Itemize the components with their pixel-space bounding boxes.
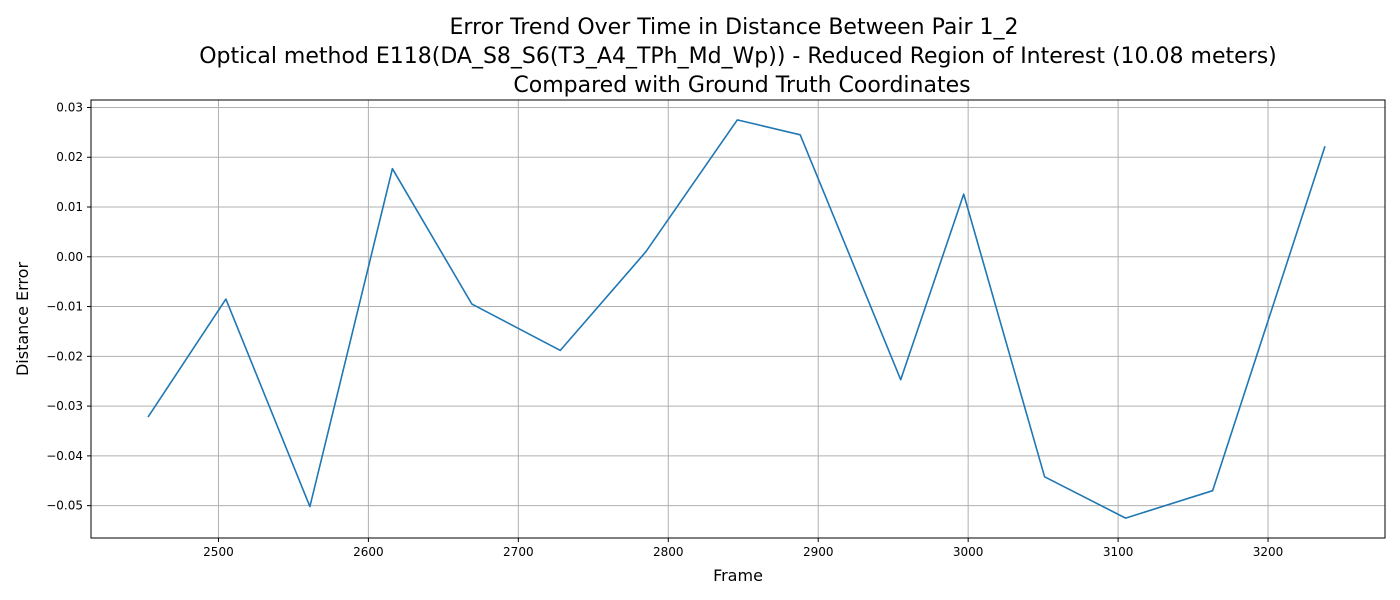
data-point — [736, 119, 738, 121]
x-tick-label: 2700 — [503, 545, 534, 559]
data-point — [900, 379, 902, 381]
data-point — [559, 349, 561, 351]
data-point — [391, 168, 393, 170]
data-point — [963, 193, 965, 195]
data-point — [645, 251, 647, 253]
data-point — [225, 298, 227, 300]
chart-title-line-3: Compared with Ground Truth Coordinates — [513, 73, 970, 98]
x-tick-label: 2600 — [353, 545, 384, 559]
grid — [91, 100, 1385, 538]
y-tick-label: −0.01 — [46, 300, 83, 314]
chart-title-line-2: Optical method E118(DA_S8_S6(T3_A4_TPh_M… — [199, 44, 1277, 69]
data-point — [1044, 476, 1046, 478]
y-tick-label: −0.02 — [46, 349, 83, 363]
x-axis-ticks: 2500 2600 2700 2800 2900 3000 3100 3200 — [203, 538, 1283, 559]
data-point — [471, 303, 473, 305]
data-point — [799, 134, 801, 136]
x-tick-label: 2900 — [803, 545, 834, 559]
y-tick-label: 0.00 — [56, 250, 83, 264]
series-group — [147, 119, 1326, 519]
data-point — [1212, 490, 1214, 492]
x-axis-label: Frame — [713, 566, 763, 585]
y-axis-label: Distance Error — [13, 262, 32, 376]
y-tick-label: −0.04 — [46, 449, 83, 463]
series-line — [147, 119, 1326, 519]
chart-title-line-1: Error Trend Over Time in Distance Betwee… — [450, 15, 1019, 40]
data-point — [1125, 517, 1127, 519]
x-tick-label: 2800 — [653, 545, 684, 559]
y-tick-label: −0.03 — [46, 399, 83, 413]
y-tick-label: −0.05 — [46, 499, 83, 513]
x-tick-label: 3100 — [1103, 545, 1134, 559]
plot-frame — [90, 99, 1386, 539]
data-point — [1324, 145, 1326, 147]
data-point — [309, 506, 311, 508]
x-tick-label: 3000 — [953, 545, 984, 559]
x-tick-label: 2500 — [203, 545, 234, 559]
data-point — [147, 416, 149, 418]
y-tick-label: 0.01 — [56, 200, 83, 214]
x-tick-label: 3200 — [1253, 545, 1284, 559]
chart-title: Error Trend Over Time in Distance Betwee… — [199, 15, 1277, 98]
y-tick-label: 0.02 — [56, 150, 83, 164]
y-axis-ticks: −0.05 −0.04 −0.03 −0.02 −0.01 0.00 0.01 0.02 0.0… — [46, 100, 91, 513]
y-tick-label: 0.03 — [56, 100, 83, 114]
